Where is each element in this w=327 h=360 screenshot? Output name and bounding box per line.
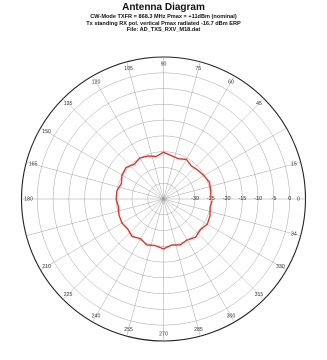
angle-tick-label: 270 [159, 331, 168, 337]
grid-spoke [127, 62, 164, 199]
angle-tick-label: 120 [92, 79, 101, 85]
data-point [132, 236, 133, 237]
radial-tick-label: -30 [191, 196, 199, 202]
grid-spoke [63, 99, 163, 199]
grid-spoke [26, 199, 163, 236]
data-point [207, 224, 208, 225]
grid-spoke [164, 199, 301, 236]
angle-tick-label: 75 [196, 66, 202, 72]
data-point [155, 245, 156, 246]
radial-tick-label: -5 [272, 196, 277, 202]
angle-tick-label: 300 [227, 313, 236, 319]
data-point [197, 170, 198, 171]
angle-tick-label: 135 [64, 101, 73, 107]
data-point [118, 206, 119, 207]
data-point [171, 244, 172, 245]
data-point [126, 167, 127, 168]
data-point [121, 175, 122, 176]
data-point [155, 156, 156, 157]
grid-spoke [164, 199, 201, 336]
data-point [209, 182, 210, 183]
data-point [146, 244, 147, 245]
data-point [139, 158, 140, 159]
grid-spoke [127, 199, 164, 336]
grid-spoke [63, 199, 163, 299]
grid-spoke [164, 99, 264, 199]
data-point [119, 215, 120, 216]
data-point [195, 237, 196, 238]
data-point [134, 164, 135, 165]
data-point [200, 229, 201, 230]
angle-tick-label: 225 [64, 292, 73, 298]
data-point [116, 199, 117, 200]
data-point [210, 215, 211, 216]
data-point [171, 155, 172, 156]
data-point [186, 159, 187, 160]
radial-tick-label: -15 [238, 196, 246, 202]
angle-tick-label: 165 [29, 161, 38, 167]
data-point [116, 190, 117, 191]
angle-tick-label: 285 [194, 327, 203, 333]
angle-tick-label: 0 [297, 196, 300, 202]
angle-tick-label: 34 [291, 231, 297, 237]
grid-spoke [26, 162, 163, 199]
angle-tick-label: 330 [276, 264, 285, 270]
data-point [187, 239, 188, 240]
angle-tick-label: 105 [124, 66, 133, 72]
data-point [121, 222, 122, 223]
data-point [127, 229, 128, 230]
angle-tick-label: 150 [42, 129, 51, 135]
data-point [178, 158, 179, 159]
angle-tick-label: 15 [291, 161, 297, 167]
grid-spoke [164, 199, 264, 299]
grid-spoke [164, 62, 201, 199]
data-point [121, 183, 122, 184]
radial-tick-label: -20 [223, 196, 231, 202]
data-point [163, 152, 164, 153]
angle-tick-label: 255 [124, 327, 133, 333]
data-point [212, 200, 213, 201]
angle-tick-label: 180 [24, 196, 33, 202]
data-point [210, 190, 211, 191]
radial-tick-label: -10 [254, 196, 262, 202]
data-point [163, 248, 164, 249]
data-point [191, 165, 192, 166]
data-point [140, 238, 141, 239]
grid-spoke [164, 162, 301, 199]
radial-tick-label: 0 [288, 196, 291, 202]
data-point [210, 207, 211, 208]
angle-tick-label: 210 [42, 264, 51, 270]
angle-tick-label: 240 [92, 313, 101, 319]
data-point [180, 244, 181, 245]
data-point [210, 199, 211, 200]
data-point [147, 156, 148, 157]
polar-grid [22, 57, 306, 341]
angle-tick-label: 90 [161, 61, 167, 67]
data-point [203, 175, 204, 176]
angle-tick-label: 315 [255, 292, 264, 298]
angle-tick-label: 45 [256, 101, 262, 107]
angle-tick-label: 60 [228, 79, 234, 85]
